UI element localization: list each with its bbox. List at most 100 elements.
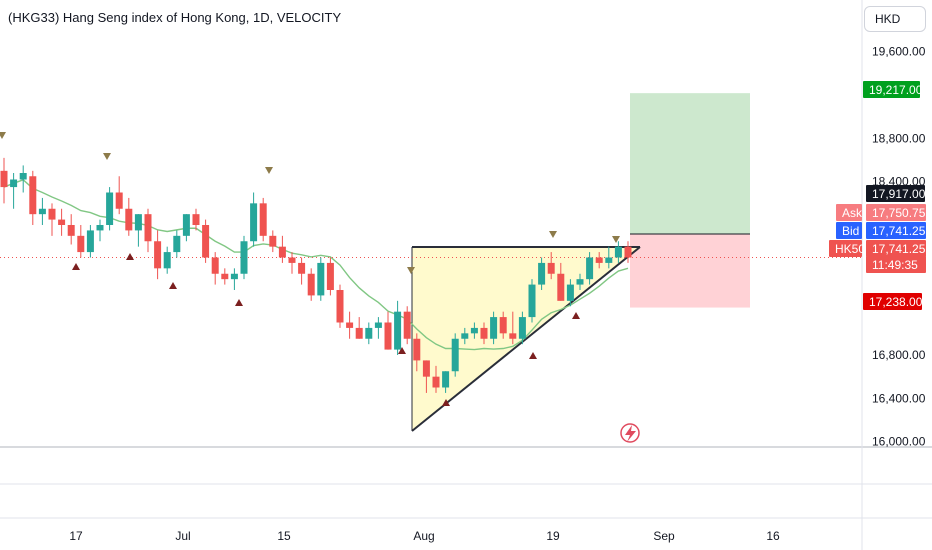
candle	[250, 192, 258, 247]
candle	[499, 311, 507, 339]
candle	[29, 170, 37, 225]
candle-body	[470, 327, 478, 334]
candle	[298, 257, 306, 285]
candle-body	[0, 170, 8, 188]
pivot-high-marker	[549, 231, 557, 238]
candle	[624, 241, 632, 263]
candle-body	[144, 214, 152, 242]
candle-body	[403, 311, 411, 339]
countdown-tag: 11:49:35	[866, 256, 926, 273]
candle-body	[557, 273, 565, 301]
countdown-tag-bg	[866, 256, 926, 273]
x-tick-label: Sep	[653, 529, 675, 543]
candle-body	[230, 273, 238, 280]
candle-body	[317, 262, 325, 296]
candlestick-series	[0, 157, 862, 393]
candle-body	[384, 322, 392, 350]
last-price-tag: 17,741.25	[866, 240, 926, 257]
price-tags: 19,217.00 17,917.00 17,750.75 Ask 17,741.25 B…	[829, 81, 926, 310]
countdown-tag-text: 11:49:35	[872, 258, 918, 272]
candle-body	[134, 214, 142, 231]
candle-body	[461, 333, 469, 339]
currency-selector[interactable]: HKD	[864, 6, 926, 32]
pivot-low-marker	[442, 399, 450, 406]
candle	[106, 187, 114, 231]
pivot-high-marker	[407, 267, 415, 274]
candle	[192, 208, 200, 231]
y-tick-label: 19,600.00	[872, 45, 926, 59]
candle-body	[394, 311, 402, 350]
last-price-tag-bg	[866, 240, 926, 257]
candle-body	[480, 327, 488, 339]
candle-body	[115, 192, 123, 209]
candle-body	[451, 338, 459, 372]
ask-label-tag: Ask	[836, 204, 863, 221]
candle-body	[29, 176, 37, 215]
candle-body	[528, 284, 536, 318]
chart-title: (HKG33) Hang Seng index of Hong Kong, 1D…	[8, 10, 342, 25]
candle	[19, 165, 27, 193]
candle	[336, 284, 344, 328]
candle-body	[192, 214, 200, 225]
candle-body	[48, 208, 56, 220]
candle	[278, 235, 286, 263]
y-tick-label: 18,800.00	[872, 131, 926, 145]
candle	[614, 241, 622, 263]
symbol-label-tag: HK50	[829, 240, 865, 257]
candle-body	[595, 257, 603, 263]
candle	[182, 214, 190, 242]
x-tick-label: 16	[766, 529, 780, 543]
candle-body	[173, 235, 181, 253]
bid-price-tag-bg	[866, 222, 926, 239]
candle	[557, 262, 565, 301]
candle-body	[365, 327, 373, 339]
candle	[326, 257, 334, 296]
candle-body	[355, 327, 363, 339]
candle-body	[202, 225, 210, 258]
candle	[566, 279, 574, 307]
candle	[144, 208, 152, 253]
candle	[451, 333, 459, 377]
candle	[317, 257, 325, 301]
candle	[221, 268, 229, 285]
candle	[115, 176, 123, 215]
pivot-markers	[0, 132, 620, 406]
pivot-low-marker	[572, 312, 580, 319]
candle	[547, 252, 555, 280]
candle	[0, 157, 8, 204]
candle-body	[221, 273, 229, 280]
candle	[374, 317, 382, 339]
candle-body	[77, 235, 85, 253]
y-tick-label: 16,800.00	[872, 348, 926, 362]
candle-body	[490, 317, 498, 339]
candle-body	[298, 262, 306, 274]
pivot-low-marker	[529, 352, 537, 359]
candle-body	[307, 273, 315, 296]
candle-body	[125, 208, 133, 231]
candle	[509, 311, 517, 345]
pivot-low-marker	[126, 253, 134, 260]
symbol-label-tag-bg	[829, 240, 862, 257]
candle-body	[326, 262, 334, 290]
candle-body	[576, 279, 584, 285]
candle	[528, 279, 536, 323]
candle-body	[106, 192, 114, 225]
candle-body	[422, 360, 430, 377]
x-tick-label: 17	[69, 529, 83, 543]
candle	[394, 300, 402, 355]
flash-icon[interactable]	[620, 423, 640, 443]
candle-body	[518, 317, 526, 339]
candle	[403, 306, 411, 345]
candle	[586, 252, 594, 285]
candle-body	[269, 235, 277, 247]
candle	[38, 197, 46, 225]
candle	[58, 208, 66, 236]
candle	[595, 252, 603, 269]
entry-price-tag: 17,917.00	[866, 185, 926, 202]
flash-icon-bolt	[625, 425, 636, 442]
stop-price-tag: 17,238.00	[863, 293, 923, 310]
pivot-low-marker	[72, 263, 80, 270]
candle-body	[278, 246, 286, 258]
target-price-tag-bg	[863, 81, 920, 98]
